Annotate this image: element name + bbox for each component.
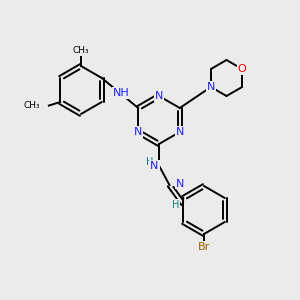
Text: CH₃: CH₃ xyxy=(73,46,89,56)
Text: N: N xyxy=(176,127,184,137)
Text: O: O xyxy=(238,64,247,74)
Text: N: N xyxy=(155,91,163,101)
Text: N: N xyxy=(176,178,184,189)
Text: N: N xyxy=(134,127,142,137)
Text: Br: Br xyxy=(198,242,210,252)
Text: N: N xyxy=(207,82,215,92)
Text: CH₃: CH₃ xyxy=(23,101,40,110)
Text: N: N xyxy=(150,160,159,171)
Text: H: H xyxy=(172,200,179,210)
Text: NH: NH xyxy=(113,88,130,98)
Text: H: H xyxy=(146,157,153,167)
